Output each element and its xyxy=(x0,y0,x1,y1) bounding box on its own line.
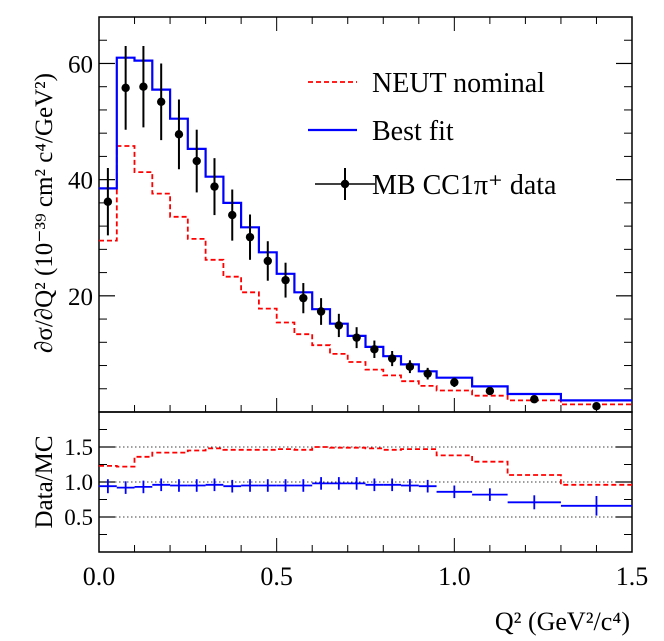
legend-marker-2 xyxy=(340,179,350,189)
data-point xyxy=(281,275,290,285)
ratio-series-0-line xyxy=(99,446,632,486)
data-point xyxy=(485,386,495,396)
data-point xyxy=(121,83,130,93)
data-point xyxy=(263,256,272,266)
main-y-tick-label-0: 20 xyxy=(68,284,93,311)
main-y-tick-label-2: 60 xyxy=(68,51,93,78)
data-point xyxy=(192,156,201,166)
main-y-axis-label: ∂σ/∂Q² (10⁻³⁹ cm² c⁴/GeV²) xyxy=(31,73,58,353)
data-point xyxy=(387,354,397,363)
main-series-0-line xyxy=(99,145,632,406)
x-tick-label-3: 1.5 xyxy=(616,562,649,591)
x-tick-label-1: 0.5 xyxy=(260,562,293,591)
data-point xyxy=(316,307,326,316)
data-point xyxy=(450,378,459,387)
data-point xyxy=(423,369,432,378)
ratio-y-axis-label: Data/MC xyxy=(31,435,58,528)
data-point xyxy=(299,293,308,303)
legend-label-2: MB CC1π⁺ data xyxy=(372,170,557,201)
x-tick-label-2: 1.0 xyxy=(438,562,471,591)
x-tick-label-0: 0.0 xyxy=(83,562,116,591)
data-point xyxy=(592,401,601,411)
data-point xyxy=(334,321,344,330)
data-point xyxy=(245,232,255,242)
legend-label-0: NEUT nominal xyxy=(372,68,545,99)
data-point xyxy=(228,210,237,220)
x-axis-label: Q² (GeV²/c⁴) xyxy=(495,607,630,636)
data-point xyxy=(156,97,166,107)
data-point xyxy=(174,130,184,139)
data-point xyxy=(103,197,113,206)
data-point xyxy=(352,333,361,342)
legend-label-1: Best fit xyxy=(372,116,454,147)
ratio-y-tick-label-0: 0.5 xyxy=(64,505,93,530)
data-point xyxy=(210,182,219,191)
ratio-y-tick-label-1: 1.0 xyxy=(64,470,93,495)
data-point xyxy=(530,395,539,404)
data-point xyxy=(139,82,148,91)
data-point xyxy=(370,345,379,354)
main-y-tick-label-1: 40 xyxy=(68,168,93,195)
ratio-y-tick-label-2: 1.5 xyxy=(64,435,93,460)
main-plot-frame xyxy=(98,16,633,413)
data-point xyxy=(405,362,415,371)
